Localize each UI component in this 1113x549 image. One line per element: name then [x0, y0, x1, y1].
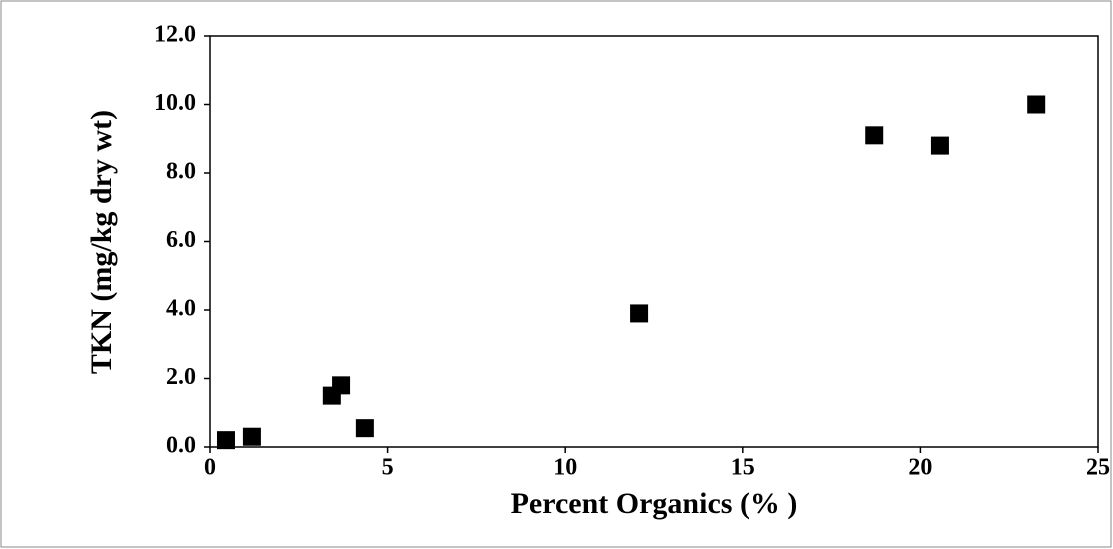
x-tick-label: 20	[908, 455, 932, 481]
y-tick-label: 2.0	[166, 364, 196, 390]
point	[355, 419, 374, 438]
y-tick-label: 0.0	[166, 433, 196, 459]
y-tick-label: 4.0	[166, 296, 196, 322]
point	[865, 126, 884, 145]
y-tick-label: 8.0	[166, 159, 196, 185]
y-tick-label: 12.0	[154, 22, 196, 48]
x-tick-label: 15	[731, 455, 755, 481]
x-tick-label: 10	[553, 455, 577, 481]
y-axis-title: TKN (mg/kg dry wt)	[85, 110, 118, 374]
point	[216, 431, 235, 450]
point	[630, 304, 649, 323]
point	[1027, 95, 1046, 114]
point	[242, 427, 261, 446]
point	[332, 376, 351, 395]
point	[930, 136, 949, 155]
x-tick-label: 5	[382, 455, 394, 481]
x-axis-title: Percent Organics (% )	[511, 487, 798, 520]
x-tick-label: 0	[204, 455, 216, 481]
y-tick-label: 10.0	[154, 90, 196, 116]
y-tick-label: 6.0	[166, 227, 196, 253]
x-tick-label: 25	[1086, 455, 1110, 481]
